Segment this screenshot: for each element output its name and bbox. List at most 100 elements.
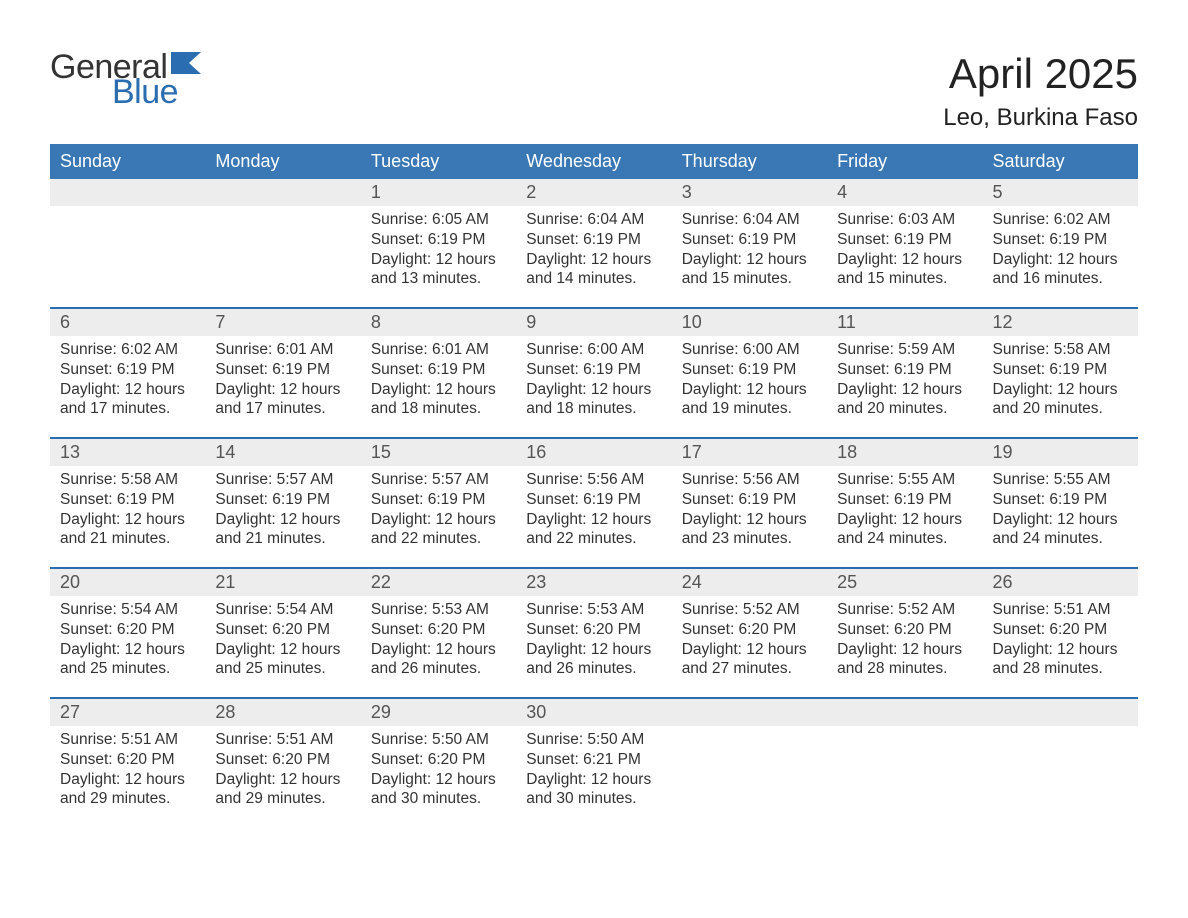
daylight-line2: and 19 minutes. [682,399,817,419]
calendar-cell: 30Sunrise: 5:50 AMSunset: 6:21 PMDayligh… [516,699,671,827]
daylight-line1: Daylight: 12 hours [215,640,350,660]
calendar-week-row: 20Sunrise: 5:54 AMSunset: 6:20 PMDayligh… [50,569,1138,697]
daylight-line2: and 24 minutes. [837,529,972,549]
weekday-header: Tuesday [361,144,516,179]
calendar-cell: 12Sunrise: 5:58 AMSunset: 6:19 PMDayligh… [983,309,1138,437]
daylight-line2: and 14 minutes. [526,269,661,289]
sunrise-text: Sunrise: 6:00 AM [682,340,817,360]
daylight-line1: Daylight: 12 hours [837,510,972,530]
day-number: 2 [516,179,671,206]
day-details: Sunrise: 5:51 AMSunset: 6:20 PMDaylight:… [205,726,360,819]
sunrise-text: Sunrise: 6:00 AM [526,340,661,360]
day-number: 1 [361,179,516,206]
day-details: Sunrise: 5:57 AMSunset: 6:19 PMDaylight:… [361,466,516,559]
location: Leo, Burkina Faso [943,104,1138,132]
day-details: Sunrise: 5:53 AMSunset: 6:20 PMDaylight:… [361,596,516,689]
day-number: 4 [827,179,982,206]
sunrise-text: Sunrise: 5:56 AM [682,470,817,490]
weekday-header: Wednesday [516,144,671,179]
calendar-cell: 24Sunrise: 5:52 AMSunset: 6:20 PMDayligh… [672,569,827,697]
daylight-line2: and 29 minutes. [60,789,195,809]
sunrise-text: Sunrise: 6:02 AM [60,340,195,360]
sunrise-text: Sunrise: 5:54 AM [215,600,350,620]
daylight-line2: and 23 minutes. [682,529,817,549]
calendar-cell: 8Sunrise: 6:01 AMSunset: 6:19 PMDaylight… [361,309,516,437]
sunset-text: Sunset: 6:19 PM [371,360,506,380]
sunrise-text: Sunrise: 5:51 AM [60,730,195,750]
day-number: 13 [50,439,205,466]
sunset-text: Sunset: 6:20 PM [993,620,1128,640]
sunset-text: Sunset: 6:20 PM [60,750,195,770]
weekday-header-row: Sunday Monday Tuesday Wednesday Thursday… [50,144,1138,179]
sunset-text: Sunset: 6:19 PM [993,230,1128,250]
sunset-text: Sunset: 6:19 PM [993,360,1128,380]
daylight-line2: and 30 minutes. [526,789,661,809]
daylight-line1: Daylight: 12 hours [682,250,817,270]
day-details: Sunrise: 5:50 AMSunset: 6:20 PMDaylight:… [361,726,516,819]
day-number: 5 [983,179,1138,206]
sunrise-text: Sunrise: 5:52 AM [837,600,972,620]
calendar-cell: 9Sunrise: 6:00 AMSunset: 6:19 PMDaylight… [516,309,671,437]
daylight-line1: Daylight: 12 hours [371,380,506,400]
sunset-text: Sunset: 6:19 PM [682,360,817,380]
day-number: 14 [205,439,360,466]
day-number: 28 [205,699,360,726]
sunset-text: Sunset: 6:20 PM [60,620,195,640]
sunset-text: Sunset: 6:19 PM [526,360,661,380]
sunset-text: Sunset: 6:20 PM [837,620,972,640]
sunset-text: Sunset: 6:19 PM [60,490,195,510]
sunset-text: Sunset: 6:19 PM [215,490,350,510]
sunrise-text: Sunrise: 5:54 AM [60,600,195,620]
day-details: Sunrise: 6:00 AMSunset: 6:19 PMDaylight:… [672,336,827,429]
day-number: 7 [205,309,360,336]
daylight-line2: and 28 minutes. [837,659,972,679]
weekday-header: Sunday [50,144,205,179]
daylight-line2: and 26 minutes. [526,659,661,679]
calendar-cell: 17Sunrise: 5:56 AMSunset: 6:19 PMDayligh… [672,439,827,567]
sunrise-text: Sunrise: 5:55 AM [993,470,1128,490]
sunrise-text: Sunrise: 5:59 AM [837,340,972,360]
day-number: 15 [361,439,516,466]
daylight-line1: Daylight: 12 hours [371,770,506,790]
day-number: 12 [983,309,1138,336]
day-number: 19 [983,439,1138,466]
calendar-cell: 4Sunrise: 6:03 AMSunset: 6:19 PMDaylight… [827,179,982,307]
day-details: Sunrise: 5:54 AMSunset: 6:20 PMDaylight:… [50,596,205,689]
sunrise-text: Sunrise: 6:03 AM [837,210,972,230]
daylight-line2: and 18 minutes. [371,399,506,419]
calendar-cell [983,699,1138,827]
daylight-line2: and 15 minutes. [837,269,972,289]
daylight-line2: and 29 minutes. [215,789,350,809]
day-number: 24 [672,569,827,596]
calendar-cell [205,179,360,307]
sunrise-text: Sunrise: 6:02 AM [993,210,1128,230]
daylight-line1: Daylight: 12 hours [215,510,350,530]
day-number: 18 [827,439,982,466]
daylight-line1: Daylight: 12 hours [60,380,195,400]
sunset-text: Sunset: 6:20 PM [215,750,350,770]
sunset-text: Sunset: 6:19 PM [526,490,661,510]
empty-day [205,179,360,206]
daylight-line1: Daylight: 12 hours [837,640,972,660]
day-number: 8 [361,309,516,336]
daylight-line2: and 15 minutes. [682,269,817,289]
sunset-text: Sunset: 6:19 PM [682,490,817,510]
sunrise-text: Sunrise: 5:57 AM [371,470,506,490]
calendar-cell: 20Sunrise: 5:54 AMSunset: 6:20 PMDayligh… [50,569,205,697]
sunset-text: Sunset: 6:20 PM [215,620,350,640]
empty-day [827,699,982,726]
calendar-cell [827,699,982,827]
sunrise-text: Sunrise: 5:52 AM [682,600,817,620]
day-details: Sunrise: 5:59 AMSunset: 6:19 PMDaylight:… [827,336,982,429]
day-details: Sunrise: 5:54 AMSunset: 6:20 PMDaylight:… [205,596,360,689]
day-number: 23 [516,569,671,596]
day-number: 26 [983,569,1138,596]
daylight-line1: Daylight: 12 hours [526,640,661,660]
daylight-line1: Daylight: 12 hours [371,640,506,660]
page: General Blue April 2025 Leo, Burkina Fas… [0,0,1188,857]
day-details: Sunrise: 5:52 AMSunset: 6:20 PMDaylight:… [672,596,827,689]
day-details: Sunrise: 5:58 AMSunset: 6:19 PMDaylight:… [983,336,1138,429]
day-details: Sunrise: 5:58 AMSunset: 6:19 PMDaylight:… [50,466,205,559]
daylight-line2: and 26 minutes. [371,659,506,679]
daylight-line1: Daylight: 12 hours [60,770,195,790]
